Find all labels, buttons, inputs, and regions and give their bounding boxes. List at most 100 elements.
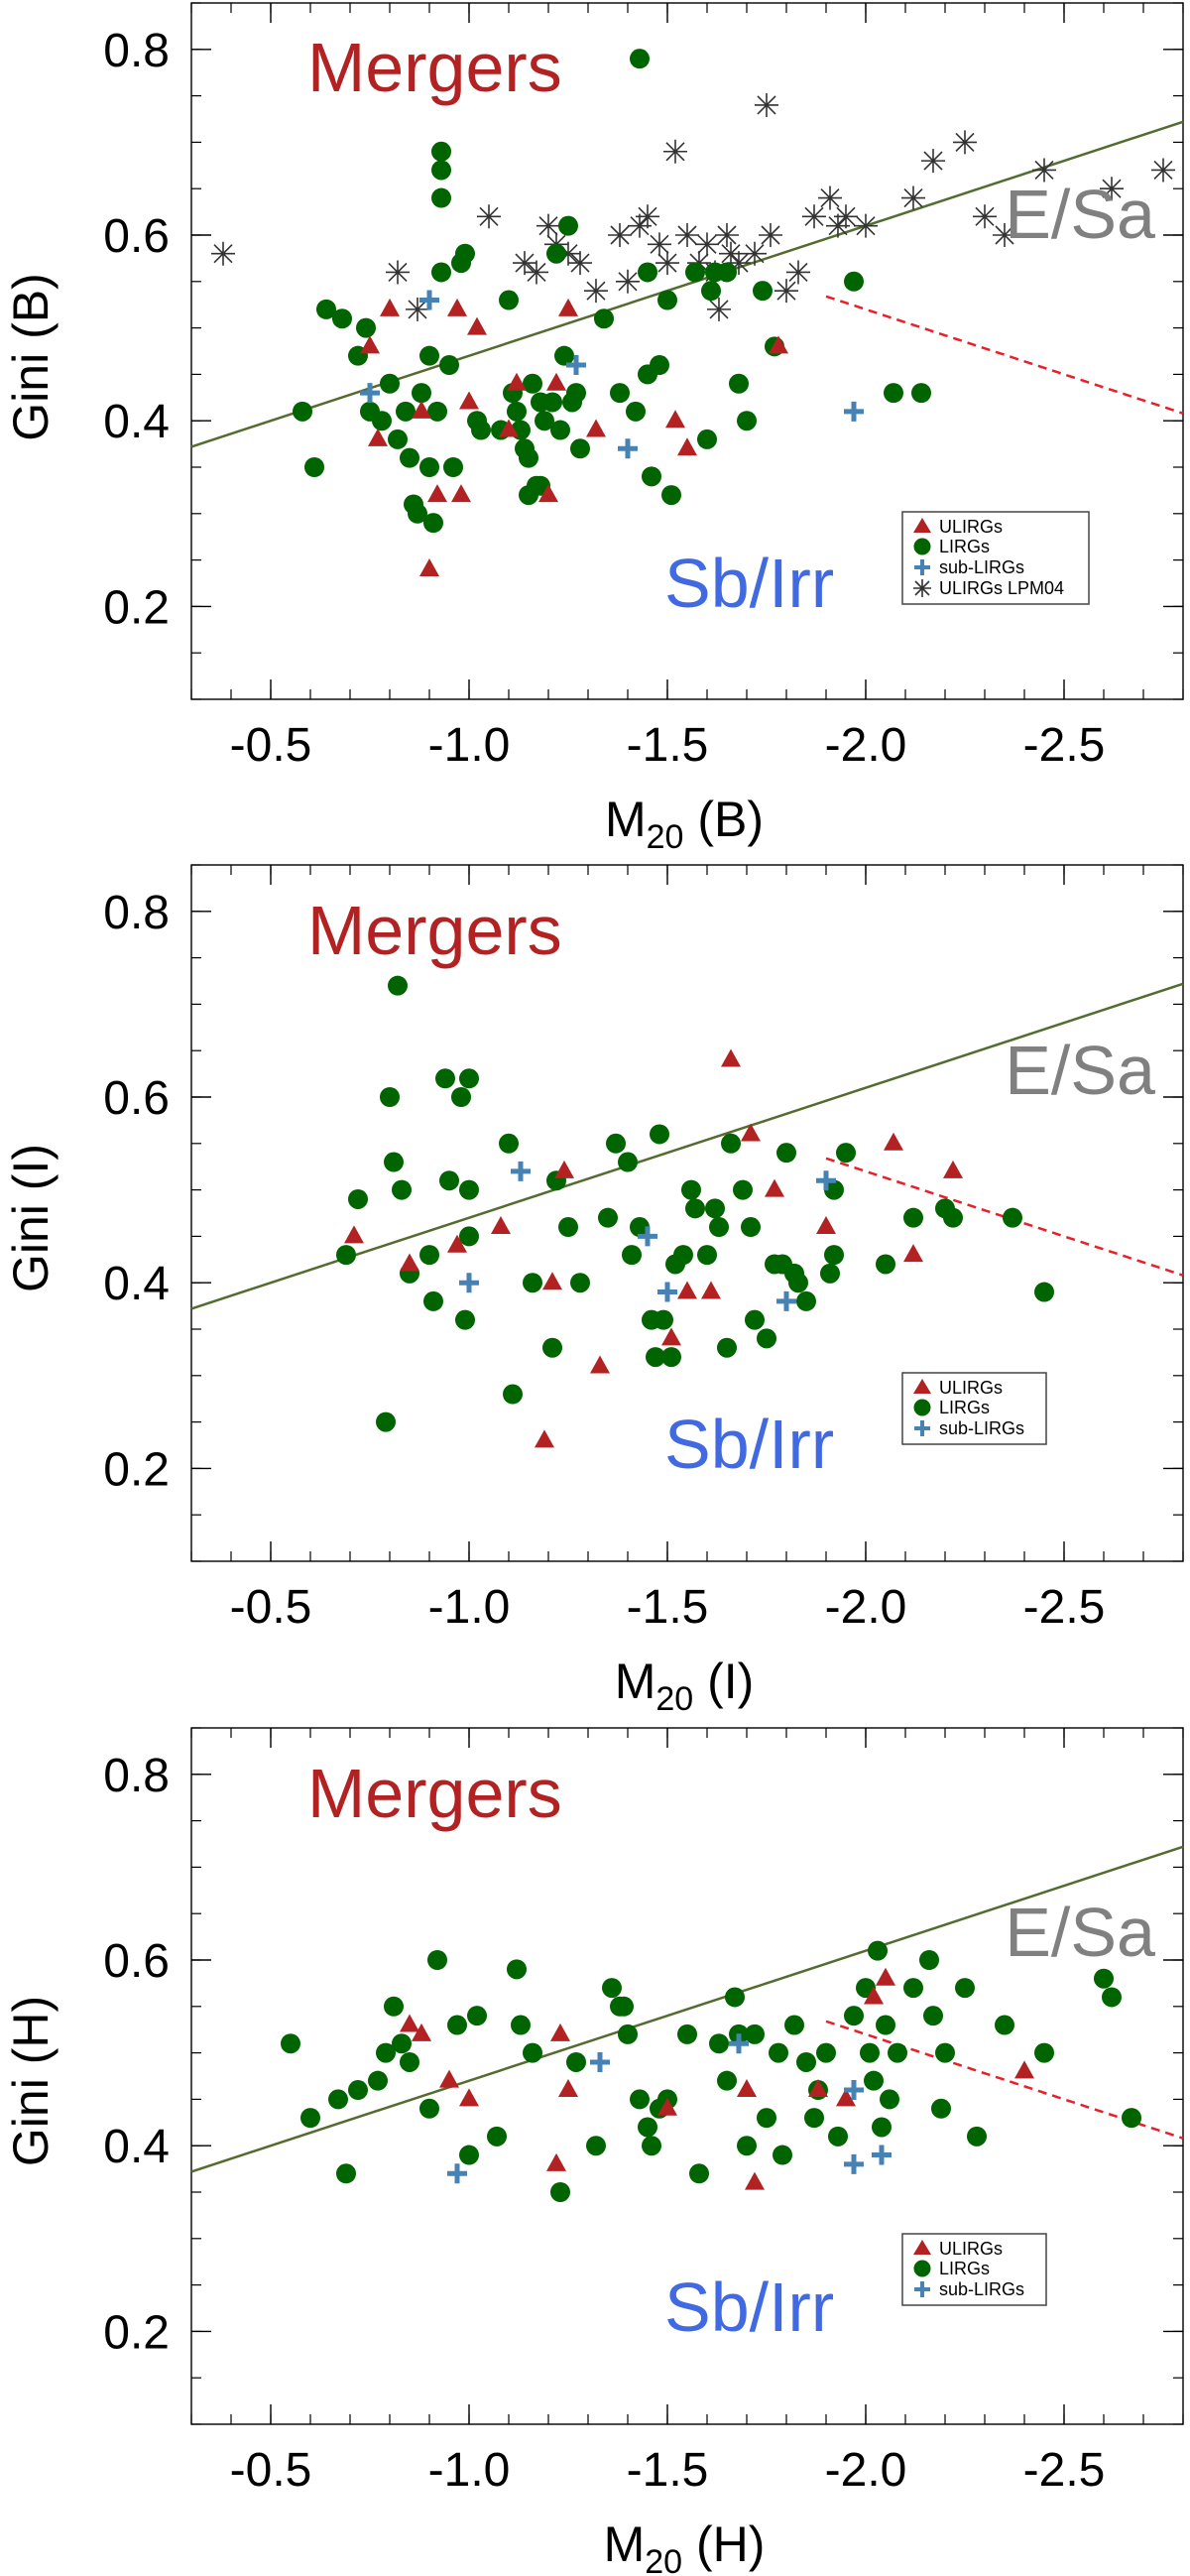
lpm04-point bbox=[953, 130, 977, 155]
ulirg-point bbox=[769, 335, 788, 354]
lirg-point bbox=[753, 281, 773, 302]
lirg-point bbox=[614, 1996, 634, 2017]
lirg-point bbox=[876, 2015, 895, 2035]
lirg-point bbox=[467, 2006, 487, 2026]
lirg-point bbox=[657, 290, 677, 310]
lirg-point bbox=[542, 1337, 562, 1358]
ulirg-point bbox=[412, 2023, 431, 2041]
legend: ULIRGs LIRGs sub-LIRGs bbox=[901, 2233, 1047, 2306]
legend-label-sub-lirgs: sub-LIRGs bbox=[939, 1418, 1024, 1438]
lpm04-point bbox=[755, 92, 778, 117]
ulirg-point bbox=[380, 298, 400, 316]
lirg-point bbox=[816, 2042, 836, 2063]
lirg-point bbox=[459, 1068, 479, 1089]
legend-marker-lirgs bbox=[913, 2260, 931, 2277]
ulirg-point bbox=[903, 1244, 923, 1263]
lirg-point bbox=[293, 401, 312, 422]
lirg-point bbox=[618, 1152, 638, 1172]
lirg-point bbox=[661, 485, 681, 506]
ulirg-point bbox=[745, 2171, 765, 2190]
lirg-point bbox=[439, 355, 459, 376]
y-tick-label: 0.4 bbox=[103, 2121, 170, 2173]
y-tick-label: 0.8 bbox=[103, 1750, 170, 1802]
lpm04-point bbox=[707, 297, 731, 321]
lirg-point bbox=[796, 2051, 816, 2072]
ulirg-point bbox=[360, 335, 380, 354]
y-tick-label: 0.2 bbox=[103, 1443, 170, 1496]
lirg-point bbox=[725, 1987, 745, 2008]
lirg-point bbox=[769, 2042, 788, 2063]
ulirg-point bbox=[447, 298, 467, 316]
y-tick-label: 0.8 bbox=[103, 887, 170, 939]
legend-marker-sub-lirgs bbox=[914, 1420, 930, 1436]
lirg-point bbox=[824, 1179, 844, 1200]
lirg-point bbox=[717, 2070, 737, 2091]
y-axis-label: Gini (I) bbox=[3, 1144, 59, 1292]
lirg-point bbox=[824, 1245, 844, 1266]
lirg-point bbox=[419, 457, 439, 477]
lirg-point bbox=[888, 2042, 907, 2063]
lirg-point bbox=[705, 1198, 725, 1219]
lirg-point bbox=[376, 2042, 396, 2063]
ulirg-point bbox=[808, 2079, 828, 2098]
legend-marker-lpm04 bbox=[913, 579, 931, 597]
lirg-point bbox=[709, 1217, 729, 1238]
merger-boundary-line bbox=[190, 120, 1184, 448]
lpm04-point bbox=[1032, 158, 1056, 183]
sub-lirg-point bbox=[657, 1282, 677, 1302]
ulirg-point bbox=[507, 372, 527, 391]
lirg-point bbox=[697, 429, 717, 449]
lirg-point bbox=[1003, 1207, 1022, 1228]
lirg-point bbox=[447, 2015, 467, 2035]
lirg-point bbox=[796, 1290, 816, 1311]
lirg-point bbox=[685, 1198, 705, 1219]
lirg-point bbox=[400, 2051, 419, 2072]
lirg-point bbox=[392, 1179, 412, 1200]
lirg-point bbox=[281, 2033, 300, 2054]
x-tick-label: -2.5 bbox=[1023, 719, 1106, 772]
lirg-point bbox=[459, 2145, 479, 2165]
plot-frame bbox=[190, 2, 1184, 700]
legend-label-lirgs: LIRGs bbox=[939, 1398, 990, 1417]
plot-area: -0.5 -1.0 -1.5 -2.0 -2.5 0.2 0.4 0.6 0.8 bbox=[103, 2, 1184, 772]
lirg-point bbox=[566, 383, 586, 404]
lirg-point bbox=[745, 1309, 765, 1330]
lirg-point bbox=[836, 1143, 856, 1164]
lirg-point bbox=[654, 1309, 673, 1330]
lpm04-point bbox=[743, 241, 767, 266]
lirg-point bbox=[677, 2024, 697, 2044]
lpm04-point bbox=[636, 204, 659, 229]
legend-marker-lirgs bbox=[913, 1399, 931, 1416]
lpm04-point bbox=[211, 241, 235, 266]
lpm04-point bbox=[556, 241, 580, 266]
lirg-point bbox=[546, 243, 566, 264]
sub-lirg-point bbox=[459, 1273, 479, 1293]
x-tick-label: -2.0 bbox=[825, 1581, 907, 1634]
sub-lirg-point bbox=[776, 1290, 796, 1311]
merger-boundary-line bbox=[190, 982, 1184, 1310]
ulirg-point bbox=[546, 372, 566, 391]
annotation-esa: E/Sa bbox=[1005, 1894, 1155, 1971]
legend-label-lirgs: LIRGs bbox=[939, 537, 990, 556]
ulirg-point bbox=[542, 1272, 562, 1290]
x-tick-label: -0.5 bbox=[230, 1581, 312, 1634]
lirg-point bbox=[348, 2080, 368, 2101]
lpm04-point bbox=[608, 223, 632, 247]
lirg-point bbox=[729, 373, 749, 394]
lirg-point bbox=[300, 2108, 320, 2129]
lirg-point bbox=[717, 1337, 737, 1358]
legend: ULIRGs LIRGs sub-LIRGs ULIRGs LPM04 bbox=[901, 511, 1090, 605]
legend-label-ulirgs: ULIRGs bbox=[939, 1378, 1003, 1398]
lpm04-point bbox=[993, 223, 1016, 247]
lirg-point bbox=[550, 420, 570, 440]
legend-marker-ulirgs bbox=[913, 518, 931, 533]
x-axis-label-subscript: 20 bbox=[645, 2543, 682, 2576]
x-axis-label: M20 (H) bbox=[604, 2516, 766, 2576]
x-tick-label: -1.0 bbox=[428, 2444, 511, 2497]
y-tick-label: 0.6 bbox=[103, 1072, 170, 1125]
lpm04-point bbox=[477, 204, 501, 229]
lirg-point bbox=[776, 1143, 796, 1164]
early-late-boundary-line bbox=[825, 295, 1184, 415]
annotation-sbirr: Sb/Irr bbox=[664, 2269, 834, 2346]
x-tick-label: -1.5 bbox=[627, 1581, 709, 1634]
